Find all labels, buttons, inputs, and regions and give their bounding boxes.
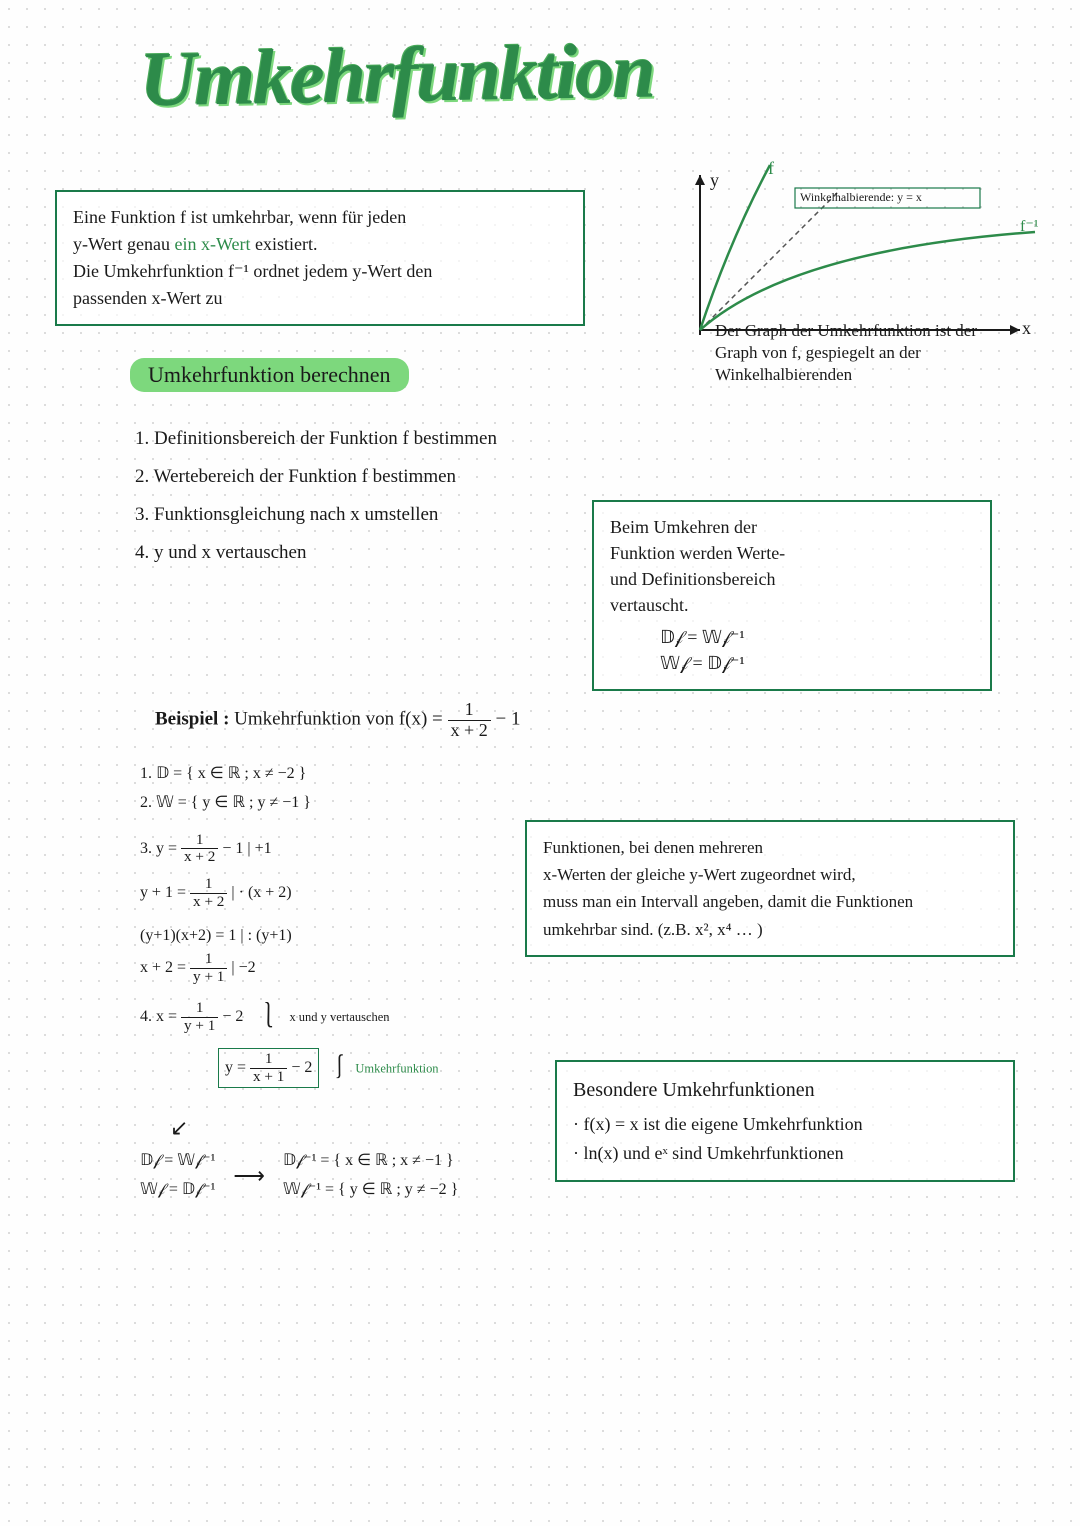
def-line1b: y-Wert genau — [73, 234, 170, 254]
special-l2: · ln(x) und eˣ sind Umkehrfunktionen — [573, 1139, 997, 1168]
ex-l7c: x und y vertauschen — [289, 1010, 389, 1024]
ex-l6a: x + 2 = — [140, 959, 186, 976]
ex-l4a: y + 1 = — [140, 884, 186, 901]
step-3: 3. Funktionsgleichung nach x umstellen — [135, 496, 497, 534]
def-line1a: Eine Funktion f ist umkehrbar, wenn für … — [73, 207, 406, 227]
ex-head-b: Umkehrfunktion von f(x) = — [234, 709, 443, 730]
ex-l8b: − 2 — [291, 1059, 312, 1076]
swap-l4: vertauscht. — [610, 595, 688, 615]
swap-l3: und Definitionsbereich — [610, 569, 775, 589]
swap-eq2: 𝕎𝒻 = 𝔻𝒻⁻¹ — [660, 653, 745, 673]
int-l3: muss man ein Intervall angeben, damit di… — [543, 892, 913, 911]
ex-l8d: x + 1 — [250, 1069, 287, 1086]
int-l1: Funktionen, bei denen mehreren — [543, 838, 763, 857]
step-1: 1. Definitionsbereich der Funktion f bes… — [135, 420, 497, 458]
ex-head-frac-d: x + 2 — [448, 721, 491, 741]
ex-l1: 1. 𝔻 = { x ∈ ℝ ; x ≠ −2 } — [140, 760, 458, 789]
def-line2b: passenden x-Wert zu — [73, 288, 223, 308]
ex-l6d: y + 1 — [190, 969, 227, 986]
swap-l1: Beim Umkehren der — [610, 517, 757, 537]
ex-l4d: x + 2 — [190, 894, 227, 911]
ex-l3d: x + 2 — [181, 849, 218, 866]
ex-l5: (y+1)(x+2) = 1 | : (y+1) — [140, 922, 458, 951]
ex-l6b: | −2 — [231, 959, 255, 976]
ex-l3a: 3. y = — [140, 839, 177, 856]
arrow-icon: ⟶ — [233, 1156, 265, 1196]
calculation-steps: 1. Definitionsbereich der Funktion f bes… — [135, 420, 497, 572]
example-heading: Beispiel : Umkehrfunktion von f(x) = 1x … — [155, 700, 520, 741]
ex-l4n: 1 — [190, 876, 227, 894]
special-title: Besondere Umkehrfunktionen — [573, 1074, 997, 1106]
graph-caption: Der Graph der Umkehrfunktion ist der Gra… — [715, 320, 1015, 386]
example-body: 1. 𝔻 = { x ∈ ℝ ; x ≠ −2 } 2. 𝕎 = { y ∈ ℝ… — [140, 760, 458, 1205]
swap-box: Beim Umkehren der Funktion werden Werte-… — [592, 500, 992, 691]
ex-l2: 2. 𝕎 = { y ∈ ℝ ; y ≠ −1 } — [140, 789, 458, 818]
ex-l8n: 1 — [250, 1051, 287, 1069]
ex-head-a: Beispiel : — [155, 709, 229, 730]
ex-dom2: 𝕎𝒻 = 𝔻𝒻⁻¹ — [140, 1176, 215, 1205]
ex-l7a: 4. x = — [140, 1008, 177, 1025]
swap-eq1: 𝔻𝒻 = 𝕎𝒻⁻¹ — [660, 627, 745, 647]
ex-l8c: Umkehrfunktion — [355, 1061, 438, 1075]
swap-l2: Funktion werden Werte- — [610, 543, 785, 563]
definition-box: Eine Funktion f ist umkehrbar, wenn für … — [55, 190, 585, 326]
y-axis-label: y — [710, 170, 719, 191]
ex-l3n: 1 — [181, 832, 218, 850]
ex-l6n: 1 — [190, 951, 227, 969]
step-2: 2. Wertebereich der Funktion f bestimmen — [135, 458, 497, 496]
finv-label: f⁻¹ — [1020, 216, 1039, 236]
ex-dom4: 𝕎𝒻⁻¹ = { y ∈ ℝ ; y ≠ −2 } — [283, 1176, 458, 1205]
int-l2: x-Werten der gleiche y-Wert zugeordnet w… — [543, 865, 856, 884]
x-axis-label: x — [1022, 318, 1031, 339]
special-l1: · f(x) = x ist die eigene Umkehrfunktion — [573, 1110, 997, 1139]
ex-dom3: 𝔻𝒻⁻¹ = { x ∈ ℝ ; x ≠ −1 } — [283, 1147, 458, 1176]
step-4: 4. y und x vertauschen — [135, 534, 497, 572]
ex-l8a: y = — [225, 1059, 246, 1076]
ex-l3b: − 1 | +1 — [222, 839, 271, 856]
ex-dom1: 𝔻𝒻 = 𝕎𝒻⁻¹ — [140, 1147, 215, 1176]
bisector-label: Winkelhalbierende: y = x — [800, 190, 922, 205]
ex-l7n: 1 — [181, 1000, 218, 1018]
ex-head-frac-n: 1 — [448, 700, 491, 721]
def-line2a: Die Umkehrfunktion f⁻¹ ordnet jedem y-We… — [73, 261, 432, 281]
special-box: Besondere Umkehrfunktionen · f(x) = x is… — [555, 1060, 1015, 1182]
ex-l7b: − 2 — [222, 1008, 243, 1025]
ex-l4b: | · (x + 2) — [231, 884, 291, 901]
section-heading-calc: Umkehrfunktion berechnen — [130, 358, 409, 392]
def-line1d: existiert. — [255, 234, 317, 254]
def-line1c: ein x-Wert — [175, 234, 251, 254]
page-title: Umkehrfunktion — [139, 26, 654, 125]
f-label: f — [768, 158, 774, 179]
ex-l7d: y + 1 — [181, 1018, 218, 1035]
interval-box: Funktionen, bei denen mehreren x-Werten … — [525, 820, 1015, 957]
ex-head-c: − 1 — [495, 709, 520, 730]
int-l4: umkehrbar sind. (z.B. x², x⁴ … ) — [543, 920, 763, 939]
